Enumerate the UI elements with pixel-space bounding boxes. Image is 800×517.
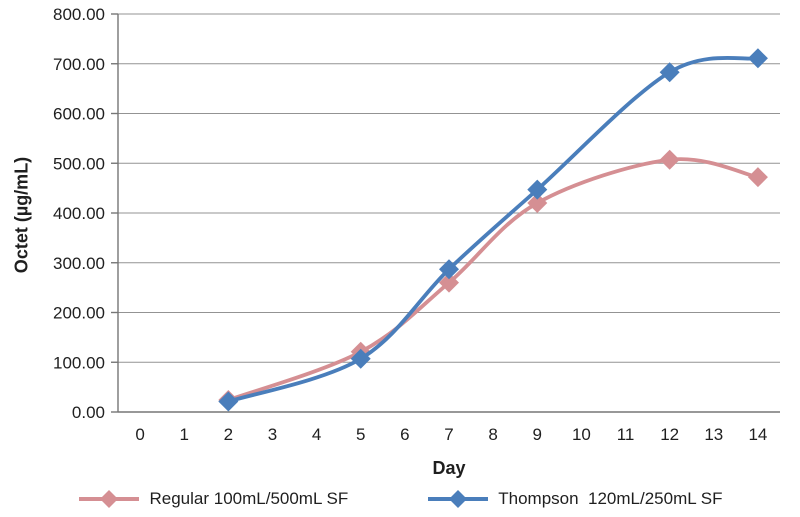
svg-text:8: 8 [488, 425, 497, 444]
svg-text:500.00: 500.00 [53, 154, 105, 173]
svg-text:600.00: 600.00 [53, 105, 105, 124]
legend-label-regular: Regular 100mL/500mL SF [149, 489, 349, 508]
svg-text:6: 6 [400, 425, 409, 444]
svg-text:300.00: 300.00 [53, 254, 105, 273]
svg-text:0.00: 0.00 [72, 403, 105, 422]
x-axis-title: Day [432, 458, 466, 478]
legend-item-thompson: Thompson 120mL/250mL SF [426, 488, 723, 510]
svg-text:5: 5 [356, 425, 365, 444]
svg-text:1: 1 [179, 425, 188, 444]
svg-text:13: 13 [704, 425, 723, 444]
svg-text:400.00: 400.00 [53, 204, 105, 223]
svg-text:3: 3 [268, 425, 277, 444]
legend: Regular 100mL/500mL SF Thompson 120mL/25… [0, 484, 800, 514]
svg-text:14: 14 [748, 425, 767, 444]
svg-text:10: 10 [572, 425, 591, 444]
svg-text:4: 4 [312, 425, 321, 444]
svg-text:0: 0 [135, 425, 144, 444]
svg-text:700.00: 700.00 [53, 55, 105, 74]
svg-text:2: 2 [224, 425, 233, 444]
svg-text:800.00: 800.00 [53, 5, 105, 24]
svg-text:200.00: 200.00 [53, 304, 105, 323]
legend-marker-thompson-icon [428, 490, 489, 508]
legend-label-thompson: Thompson 120mL/250mL SF [498, 489, 723, 508]
svg-text:12: 12 [660, 425, 679, 444]
legend-marker-regular-icon [79, 490, 140, 508]
y-axis-title: Octet (µg/mL) [11, 156, 32, 274]
svg-text:100.00: 100.00 [53, 353, 105, 372]
svg-text:11: 11 [617, 425, 635, 444]
svg-text:7: 7 [444, 425, 453, 444]
svg-text:9: 9 [533, 425, 542, 444]
legend-item-regular: Regular 100mL/500mL SF [77, 488, 348, 510]
